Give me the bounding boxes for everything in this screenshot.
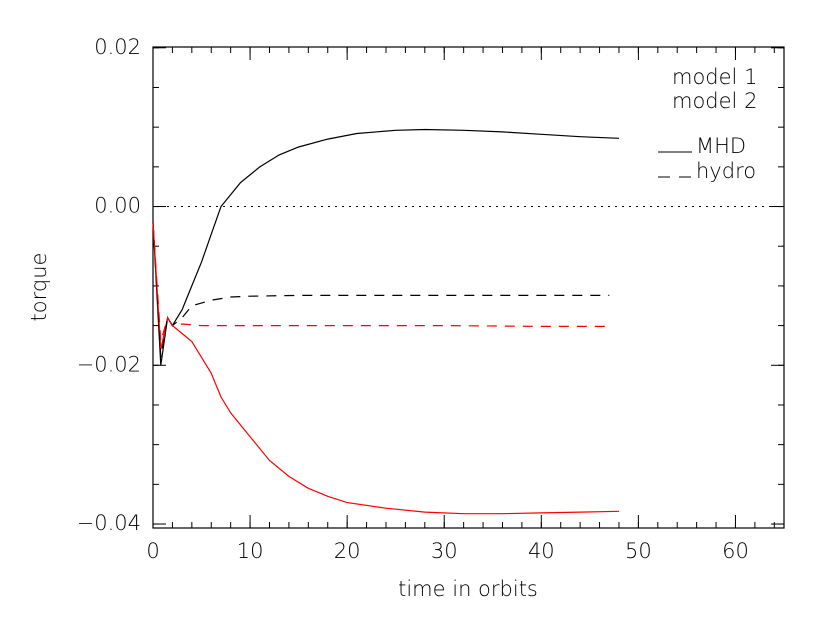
legend-style: MHD [696,134,746,158]
y-tick-label: −0.04 [77,511,141,535]
legend-style: hydro [696,159,756,183]
y-tick-label: −0.02 [77,352,141,376]
series-line [152,222,620,515]
x-tick-label: 60 [722,539,749,563]
y-tick-label: 0.00 [94,194,141,218]
y-axis-label: torque [27,253,51,322]
legend-model: model 1 [672,65,757,89]
series-line [152,222,610,342]
x-tick-label: 40 [528,539,555,563]
x-tick-label: 10 [237,539,264,563]
plot-frame [152,46,785,529]
legend-model: model 2 [672,89,757,113]
x-axis-label: time in orbits [398,577,538,601]
series-line [152,222,610,358]
x-tick-label: 50 [625,539,652,563]
y-tick-label: 0.02 [94,35,141,59]
series-line [152,128,620,366]
x-tick-label: 20 [334,539,361,563]
x-tick-label: 0 [146,539,159,563]
x-tick-label: 30 [431,539,458,563]
